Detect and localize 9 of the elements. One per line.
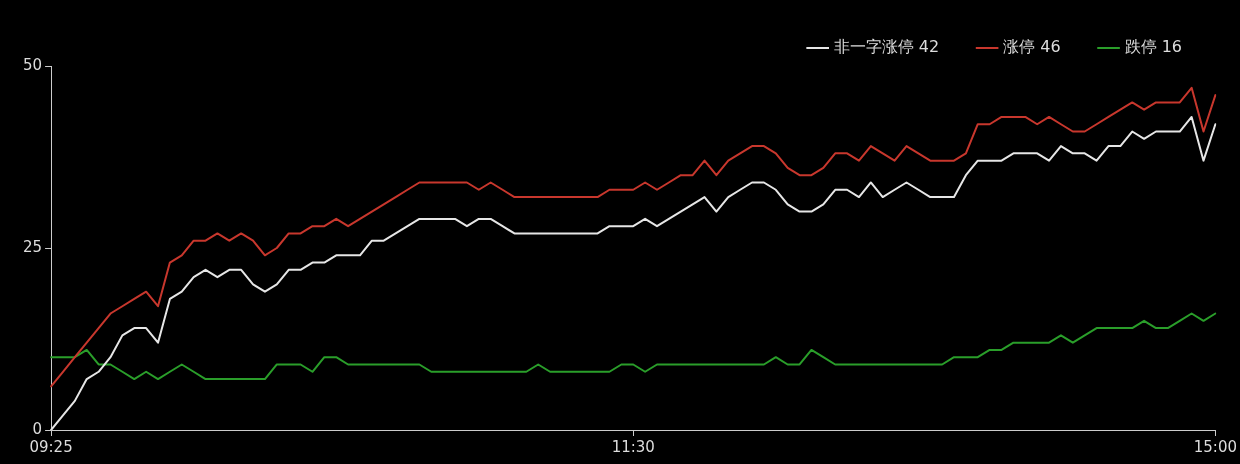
y-tick-label: 25 [22,237,43,256]
x-tick-label: 09:25 [29,437,73,456]
x-tick-label: 11:30 [611,437,655,456]
legend-label: 涨停 46 [1003,37,1061,57]
legend-label: 非一字涨停 42 [833,37,940,57]
x-tick-label: 15:00 [1193,437,1237,456]
y-tick-label: 0 [32,419,43,438]
y-tick-label: 50 [22,55,43,74]
legend-label: 跌停 16 [1124,37,1183,57]
